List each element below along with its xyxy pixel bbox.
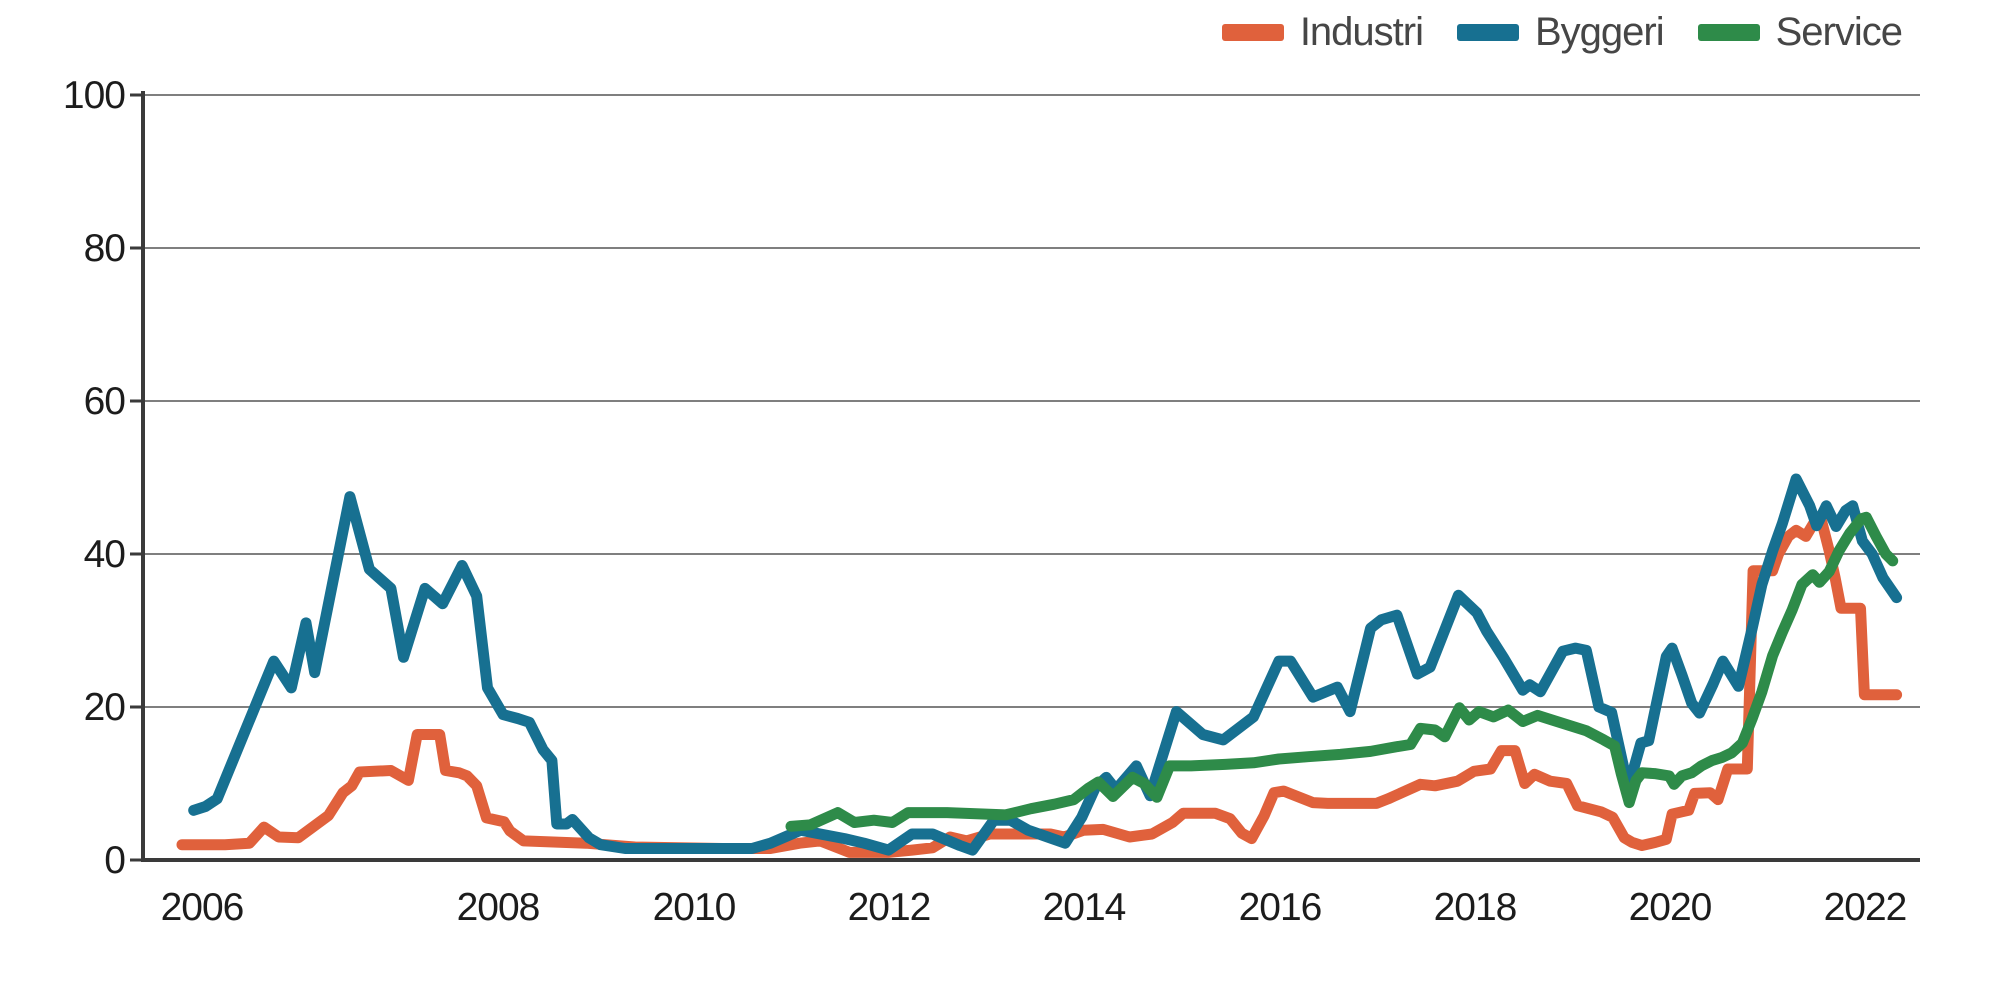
- series-line-industri: [176, 514, 1903, 858]
- legend-label-byggeri: Byggeri: [1534, 10, 1665, 54]
- y-axis-label: 100: [63, 74, 125, 117]
- y-axis-label: 0: [104, 839, 125, 882]
- x-axis-label: 2020: [1629, 886, 1712, 929]
- legend-swatch-byggeri-icon: [1456, 23, 1519, 41]
- y-axis-label: 40: [84, 533, 126, 576]
- series-line-service: [785, 511, 1899, 832]
- x-axis-label: 2008: [457, 886, 540, 929]
- chart-legend: Industri Byggeri Service: [1221, 10, 1903, 54]
- x-axis-label: 2006: [161, 886, 244, 929]
- y-axis-label: 80: [84, 227, 126, 270]
- legend-item-service: Service: [1697, 10, 1903, 54]
- x-axis-label: 2014: [1043, 886, 1126, 929]
- legend-label-service: Service: [1775, 10, 1903, 54]
- legend-item-industri: Industri: [1221, 10, 1424, 54]
- legend-swatch-service-icon: [1697, 23, 1760, 41]
- x-axis-label: 2012: [848, 886, 931, 929]
- series-line-byggeri: [188, 473, 1903, 856]
- x-axis-label: 2010: [653, 886, 736, 929]
- y-axis-label: 60: [84, 380, 126, 423]
- legend-label-industri: Industri: [1299, 10, 1424, 54]
- x-axis-label: 2016: [1239, 886, 1322, 929]
- y-axis-label: 20: [84, 686, 126, 729]
- x-axis-label: 2022: [1824, 886, 1907, 929]
- x-axis-label: 2018: [1434, 886, 1517, 929]
- legend-item-byggeri: Byggeri: [1456, 10, 1665, 54]
- legend-swatch-industri-icon: [1221, 23, 1284, 41]
